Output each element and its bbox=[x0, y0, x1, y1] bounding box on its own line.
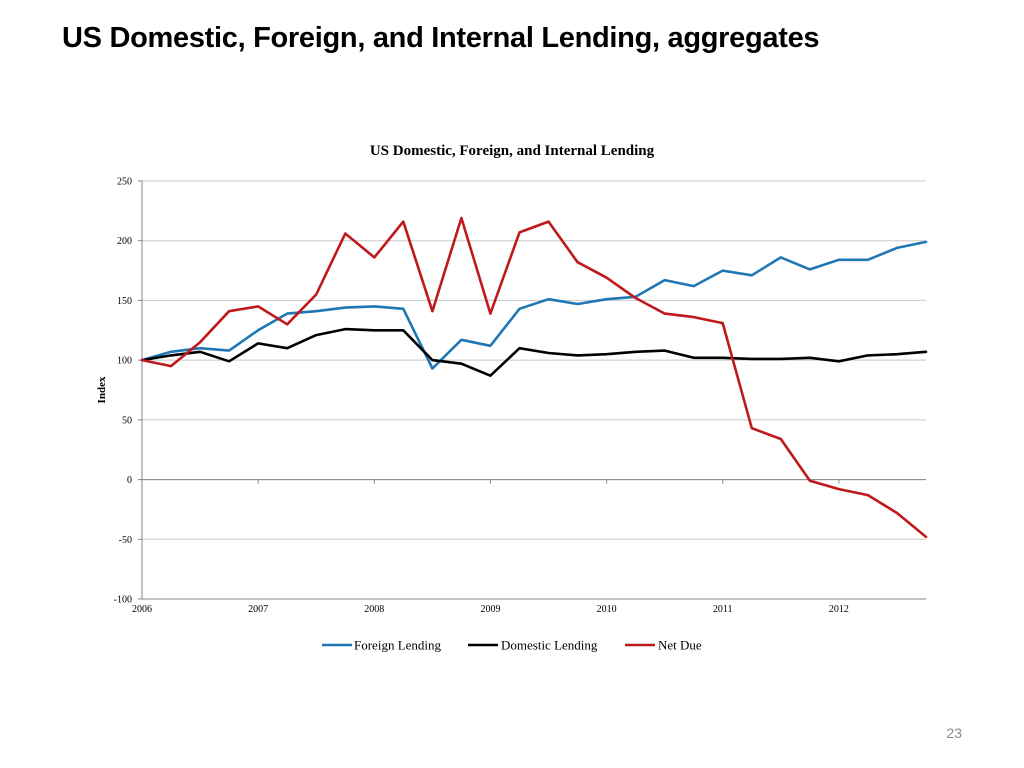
y-tick-label: 150 bbox=[117, 296, 132, 307]
gridlines bbox=[142, 180, 926, 540]
x-tick-label: 2009 bbox=[480, 604, 500, 615]
y-axis-label: Index bbox=[96, 376, 108, 403]
y-tick-label: -50 bbox=[119, 535, 132, 546]
x-tick-label: 2012 bbox=[829, 604, 849, 615]
series-lines bbox=[140, 216, 928, 539]
page-number: 23 bbox=[946, 725, 962, 741]
legend-label-net-due: Net Due bbox=[658, 638, 702, 653]
y-tick-label: 50 bbox=[122, 415, 132, 426]
series-line-domestic-lending bbox=[140, 327, 928, 378]
legend-label-foreign-lending: Foreign Lending bbox=[354, 638, 442, 653]
y-tick-label: 0 bbox=[127, 475, 132, 486]
series-line-foreign-lending bbox=[140, 240, 928, 370]
x-tick-label: 2011 bbox=[713, 604, 733, 615]
legend: Foreign Lending Domestic Lending Net Due bbox=[322, 638, 702, 653]
axes: -100 -50 0 50 100 150 200 250 2006 2007 2008 2009 20… bbox=[114, 177, 926, 615]
chart-title: US Domestic, Foreign, and Internal Lendi… bbox=[370, 143, 655, 159]
slide-title: US Domestic, Foreign, and Internal Lendi… bbox=[62, 22, 820, 54]
series-line-net-due bbox=[140, 216, 928, 539]
x-tick-label: 2006 bbox=[132, 604, 152, 615]
x-tick-label: 2008 bbox=[364, 604, 384, 615]
y-tick-label: -100 bbox=[114, 595, 132, 606]
y-tick-label: 250 bbox=[117, 177, 132, 188]
y-tick-label: 200 bbox=[117, 236, 132, 247]
x-tick-label: 2010 bbox=[597, 604, 617, 615]
y-tick-label: 100 bbox=[117, 356, 132, 367]
x-tick-label: 2007 bbox=[248, 604, 268, 615]
legend-label-domestic-lending: Domestic Lending bbox=[501, 638, 598, 653]
